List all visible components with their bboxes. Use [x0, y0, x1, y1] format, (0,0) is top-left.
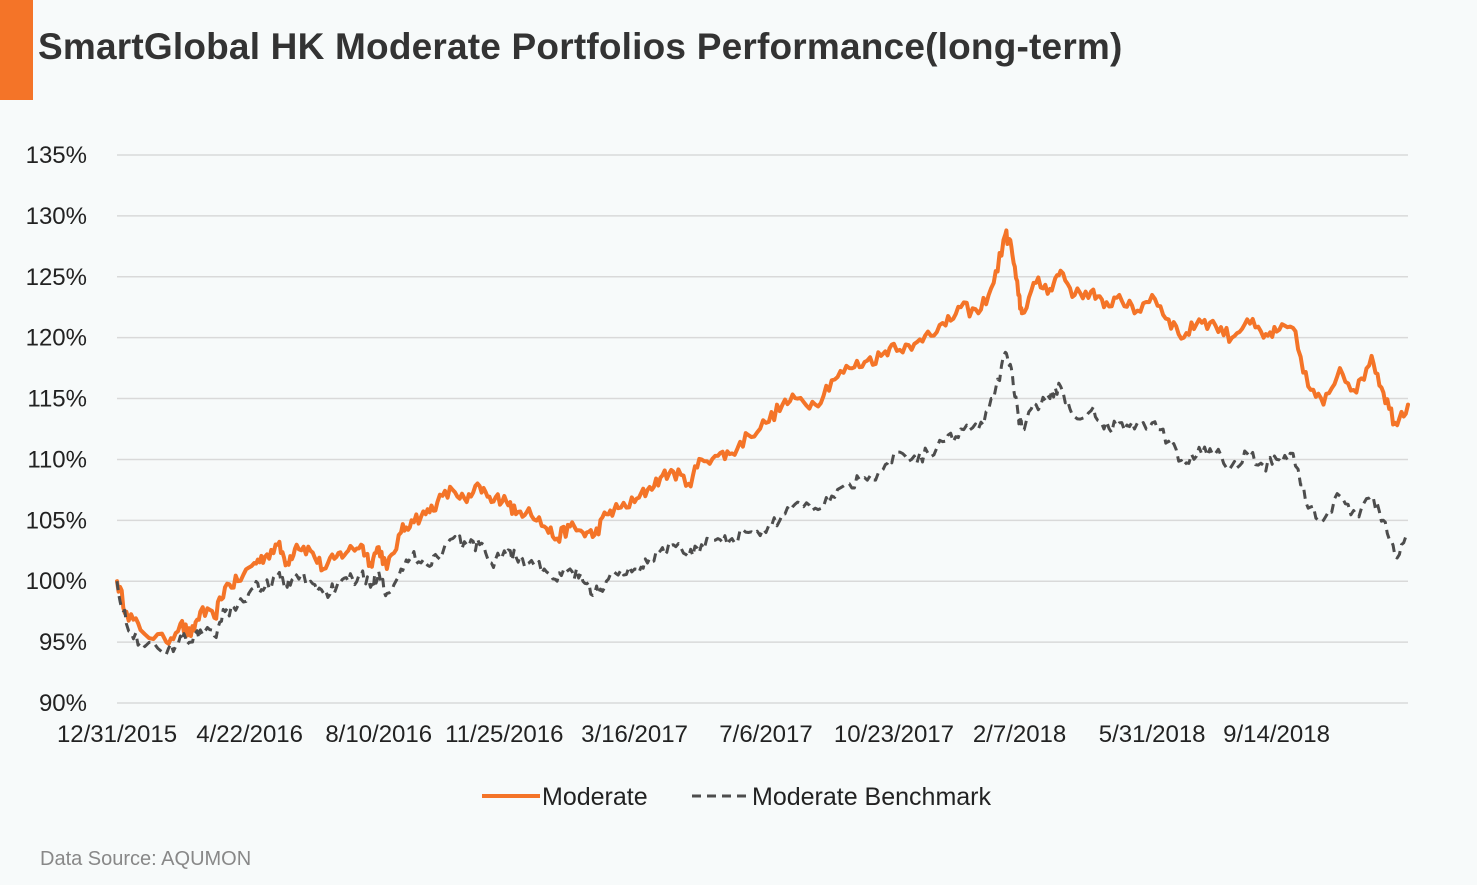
legend-moderate-label: Moderate	[542, 783, 648, 811]
y-tick-label: 115%	[27, 386, 87, 413]
y-tick-label: 90%	[39, 690, 87, 717]
series-benchmark-line	[115, 350, 1410, 656]
data-source-note: Data Source: AQUMON	[40, 848, 252, 870]
series-moderate-line	[115, 228, 1410, 646]
legend: Moderate Moderate Benchmark	[482, 783, 992, 811]
x-axis: 12/31/2015 4/22/2016 8/10/2016 11/25/2016 3/…	[57, 721, 1330, 748]
y-tick-label: 110%	[27, 446, 87, 473]
y-tick-label: 100%	[26, 568, 87, 595]
y-tick-label: 135%	[26, 142, 87, 169]
series-group	[115, 228, 1410, 656]
x-tick-label: 2/7/2018	[973, 721, 1066, 748]
x-tick-label: 5/31/2018	[1099, 721, 1206, 748]
x-tick-label: 7/6/2017	[719, 721, 812, 748]
grid-lines	[117, 154, 1408, 704]
y-tick-label: 125%	[26, 264, 87, 291]
y-tick-label: 130%	[26, 203, 87, 230]
x-tick-label: 12/31/2015	[57, 721, 177, 748]
x-tick-label: 9/14/2018	[1223, 721, 1330, 748]
title-accent-bar	[0, 0, 33, 100]
y-axis: 90% 95% 100% 105% 110% 115% 120% 125% 130% 135%	[26, 142, 87, 717]
x-tick-label: 4/22/2016	[196, 721, 303, 748]
legend-benchmark-label: Moderate Benchmark	[752, 783, 992, 811]
y-tick-label: 105%	[26, 507, 87, 534]
x-tick-label: 8/10/2016	[325, 721, 432, 748]
x-tick-label: 11/25/2016	[445, 721, 563, 748]
x-tick-label: 10/23/2017	[834, 721, 954, 748]
y-tick-label: 95%	[39, 629, 87, 656]
y-tick-label: 120%	[26, 325, 87, 352]
chart-title: SmartGlobal HK Moderate Portfolios Perfo…	[38, 26, 1123, 67]
x-tick-label: 3/16/2017	[581, 721, 688, 748]
